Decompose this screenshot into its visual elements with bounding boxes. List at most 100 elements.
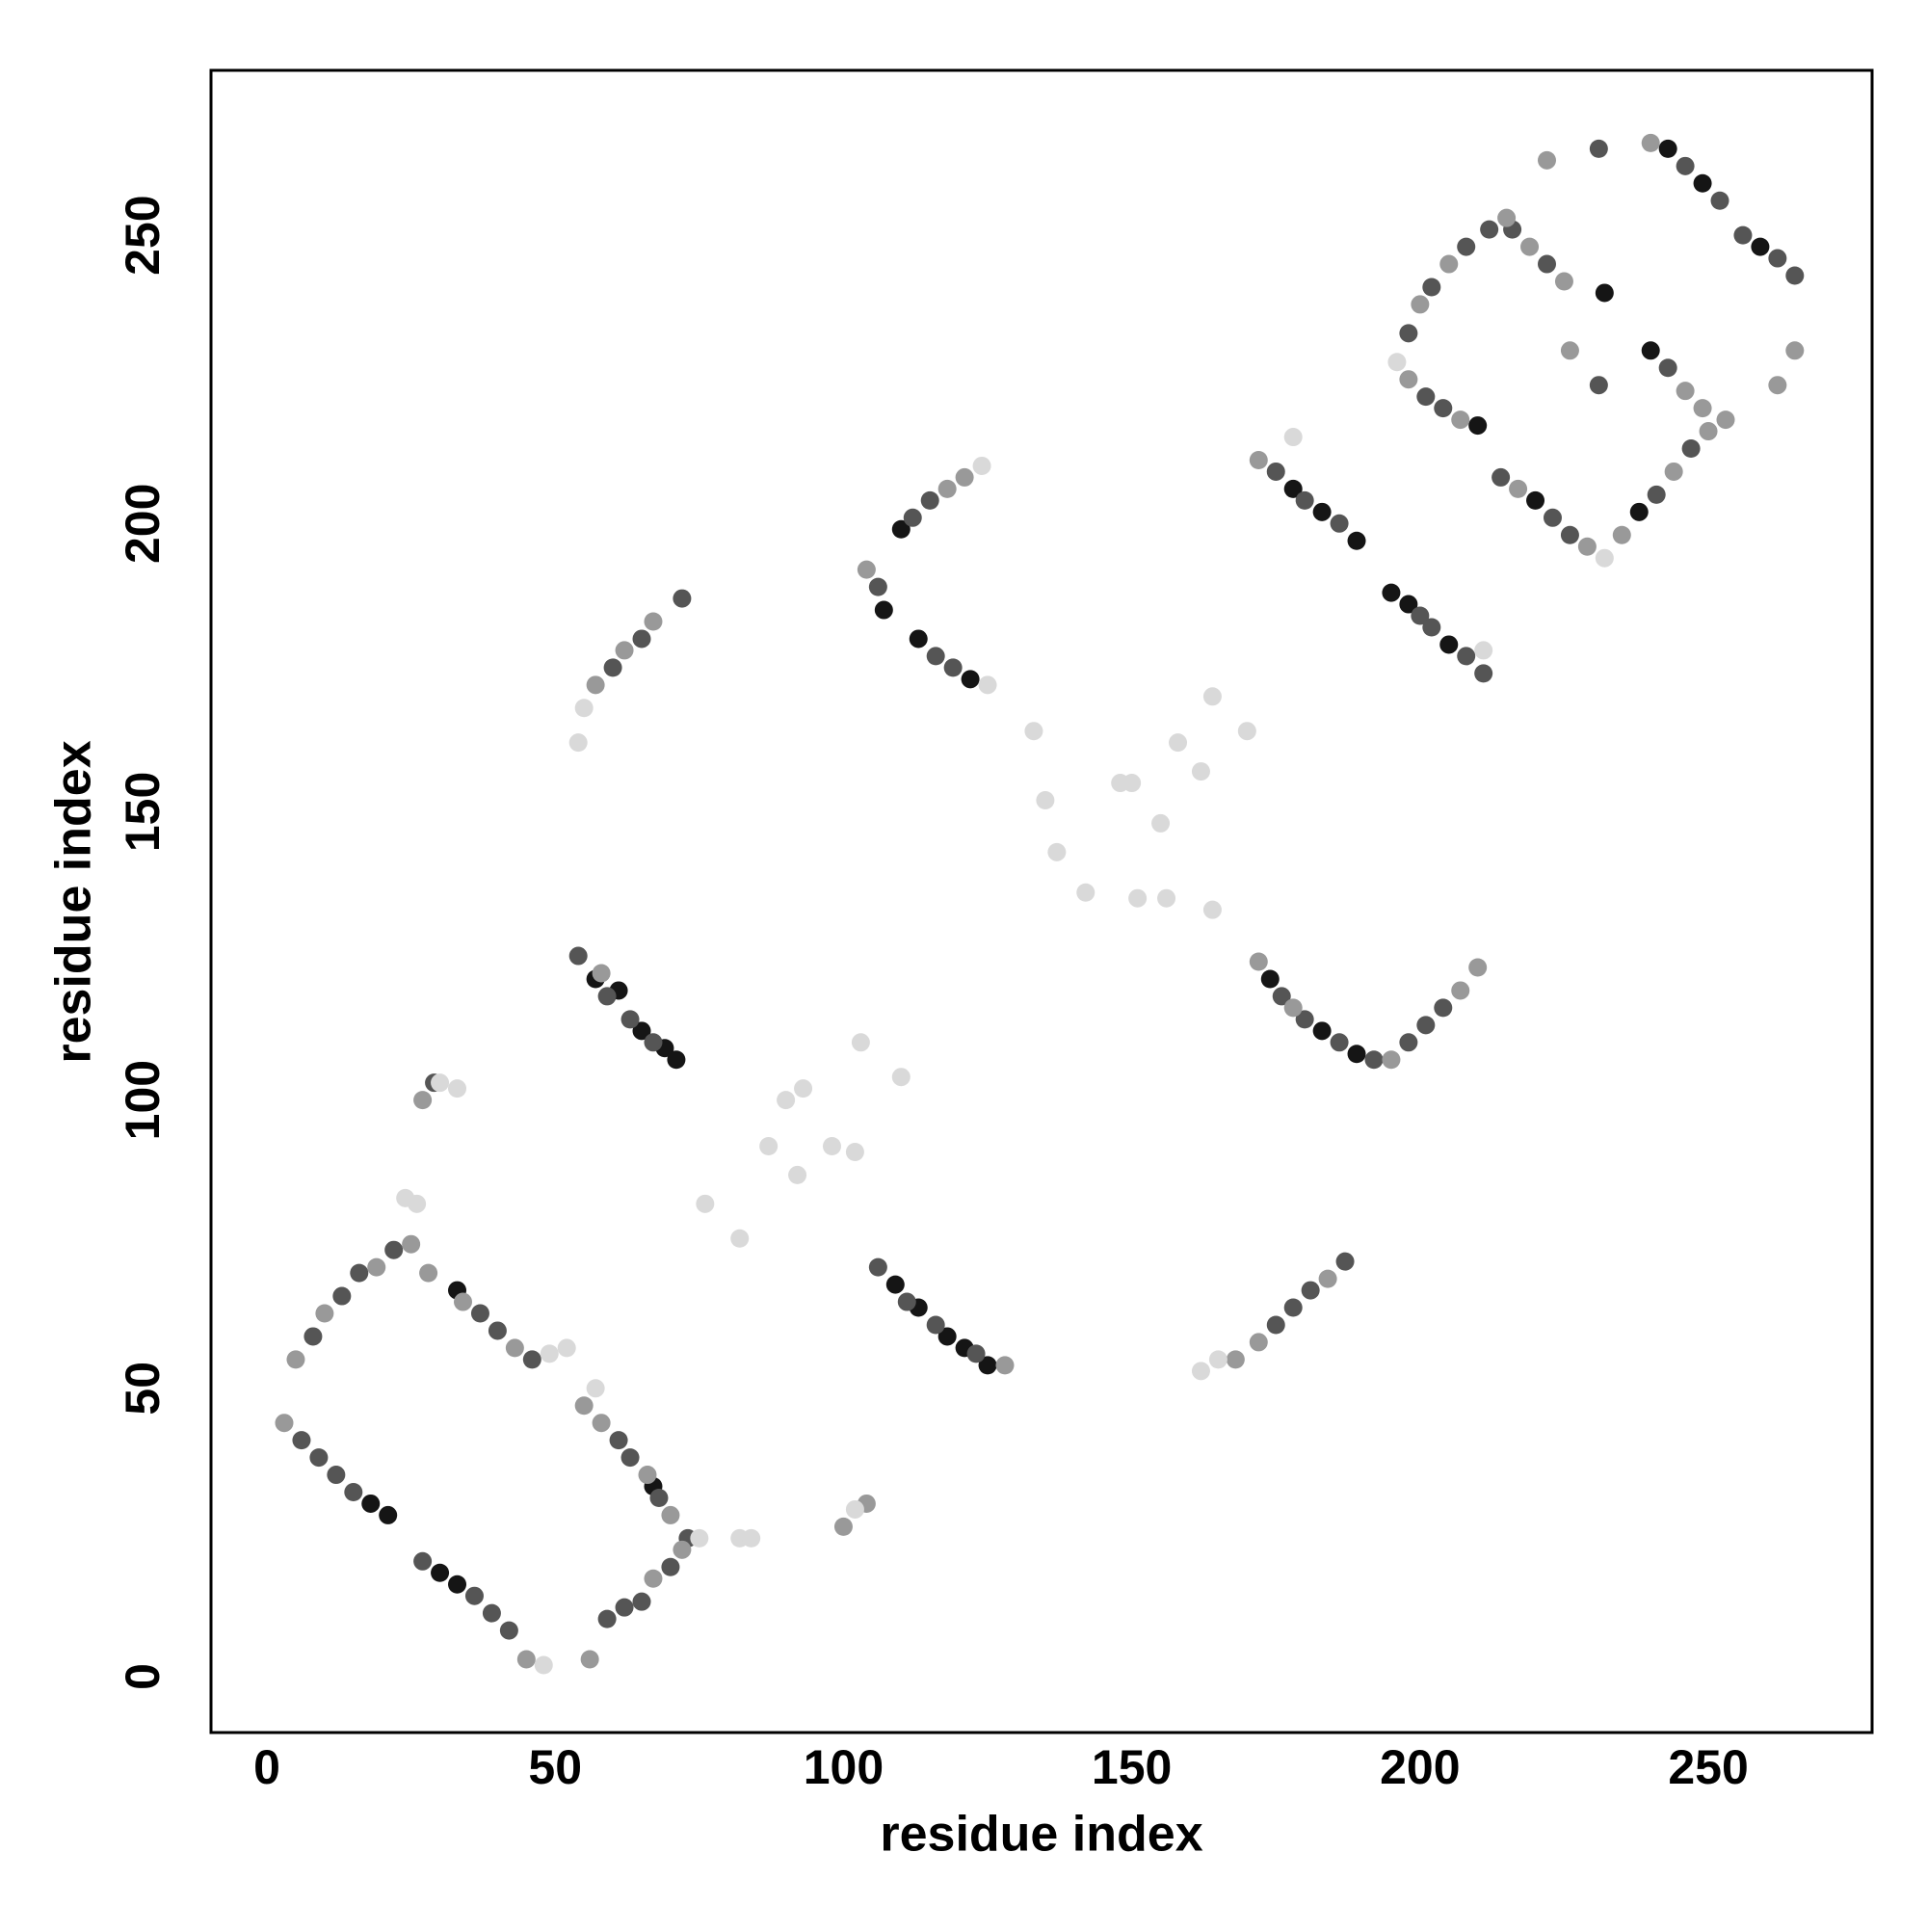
point — [777, 1091, 796, 1110]
point — [1451, 981, 1470, 1000]
point — [286, 1350, 305, 1369]
point — [1076, 883, 1095, 902]
point — [574, 1396, 594, 1416]
point — [632, 629, 651, 648]
point — [926, 1315, 945, 1335]
point — [845, 1142, 864, 1161]
point — [1266, 462, 1285, 481]
point — [1577, 537, 1597, 556]
point — [845, 1499, 864, 1519]
point — [1785, 266, 1805, 285]
x-tick-label: 250 — [1668, 1740, 1748, 1794]
point — [972, 456, 991, 475]
point — [1434, 399, 1453, 418]
point — [620, 1448, 640, 1468]
point — [868, 577, 887, 596]
point — [961, 670, 980, 689]
point — [1658, 139, 1677, 158]
point — [516, 1650, 536, 1669]
point — [1641, 133, 1660, 152]
point — [482, 1603, 501, 1623]
point — [1382, 583, 1401, 602]
point — [833, 1517, 853, 1536]
point — [1560, 341, 1579, 360]
point — [568, 733, 588, 753]
point — [1330, 514, 1349, 533]
point — [673, 589, 692, 608]
point — [1595, 283, 1614, 303]
point — [696, 1194, 715, 1213]
y-tick-label: 100 — [116, 1060, 170, 1140]
point — [1411, 606, 1430, 625]
point — [431, 1073, 450, 1093]
point — [1538, 150, 1557, 170]
point — [1751, 237, 1770, 256]
x-tick-label: 100 — [804, 1740, 884, 1794]
point — [275, 1414, 294, 1433]
point — [1468, 958, 1488, 977]
point — [1318, 1269, 1337, 1288]
point — [730, 1229, 750, 1248]
point — [1543, 508, 1562, 527]
point — [292, 1431, 311, 1450]
y-tick-label: 50 — [116, 1362, 170, 1416]
point — [943, 658, 963, 677]
y-axis-label: residue index — [46, 740, 102, 1063]
point — [1434, 998, 1453, 1018]
point — [1272, 987, 1291, 1006]
point — [309, 1448, 329, 1468]
point — [1589, 376, 1608, 395]
point — [1422, 278, 1441, 297]
point — [534, 1655, 553, 1675]
point — [788, 1165, 807, 1184]
point — [1768, 376, 1787, 395]
point — [1768, 249, 1787, 268]
point — [1699, 422, 1718, 441]
point — [638, 1466, 657, 1485]
point — [609, 1431, 628, 1450]
point — [1237, 722, 1256, 741]
point — [540, 1344, 559, 1363]
point — [1283, 479, 1303, 498]
point — [361, 1494, 381, 1513]
point — [667, 1050, 686, 1070]
point — [885, 1275, 905, 1294]
point — [557, 1338, 576, 1358]
point — [690, 1528, 709, 1548]
point — [978, 1356, 997, 1375]
point — [1191, 1362, 1210, 1381]
point — [897, 1292, 916, 1311]
x-tick-label: 50 — [528, 1740, 582, 1794]
point — [1658, 358, 1677, 378]
point — [1399, 595, 1418, 614]
point — [1411, 295, 1430, 314]
point — [909, 629, 928, 648]
point — [367, 1257, 386, 1277]
point — [470, 1304, 489, 1323]
y-tick-label: 200 — [116, 484, 170, 564]
point — [1595, 548, 1614, 568]
point — [673, 1540, 692, 1559]
point — [632, 1592, 651, 1611]
point — [1364, 1050, 1384, 1070]
point — [1710, 191, 1729, 210]
point — [1509, 479, 1528, 498]
point — [868, 1257, 887, 1277]
point — [1554, 272, 1573, 291]
point — [597, 1609, 617, 1628]
point — [1249, 952, 1268, 971]
x-axis-label: residue index — [880, 1807, 1202, 1863]
point — [857, 560, 876, 579]
plot-frame — [209, 68, 1874, 1734]
point — [955, 467, 974, 487]
y-tick-label: 150 — [116, 772, 170, 852]
point — [419, 1263, 438, 1283]
point — [1716, 410, 1735, 430]
point — [644, 612, 663, 631]
point — [1480, 220, 1499, 239]
point — [1474, 664, 1493, 683]
point — [1491, 467, 1511, 487]
point — [505, 1338, 524, 1358]
point — [1295, 1010, 1314, 1029]
